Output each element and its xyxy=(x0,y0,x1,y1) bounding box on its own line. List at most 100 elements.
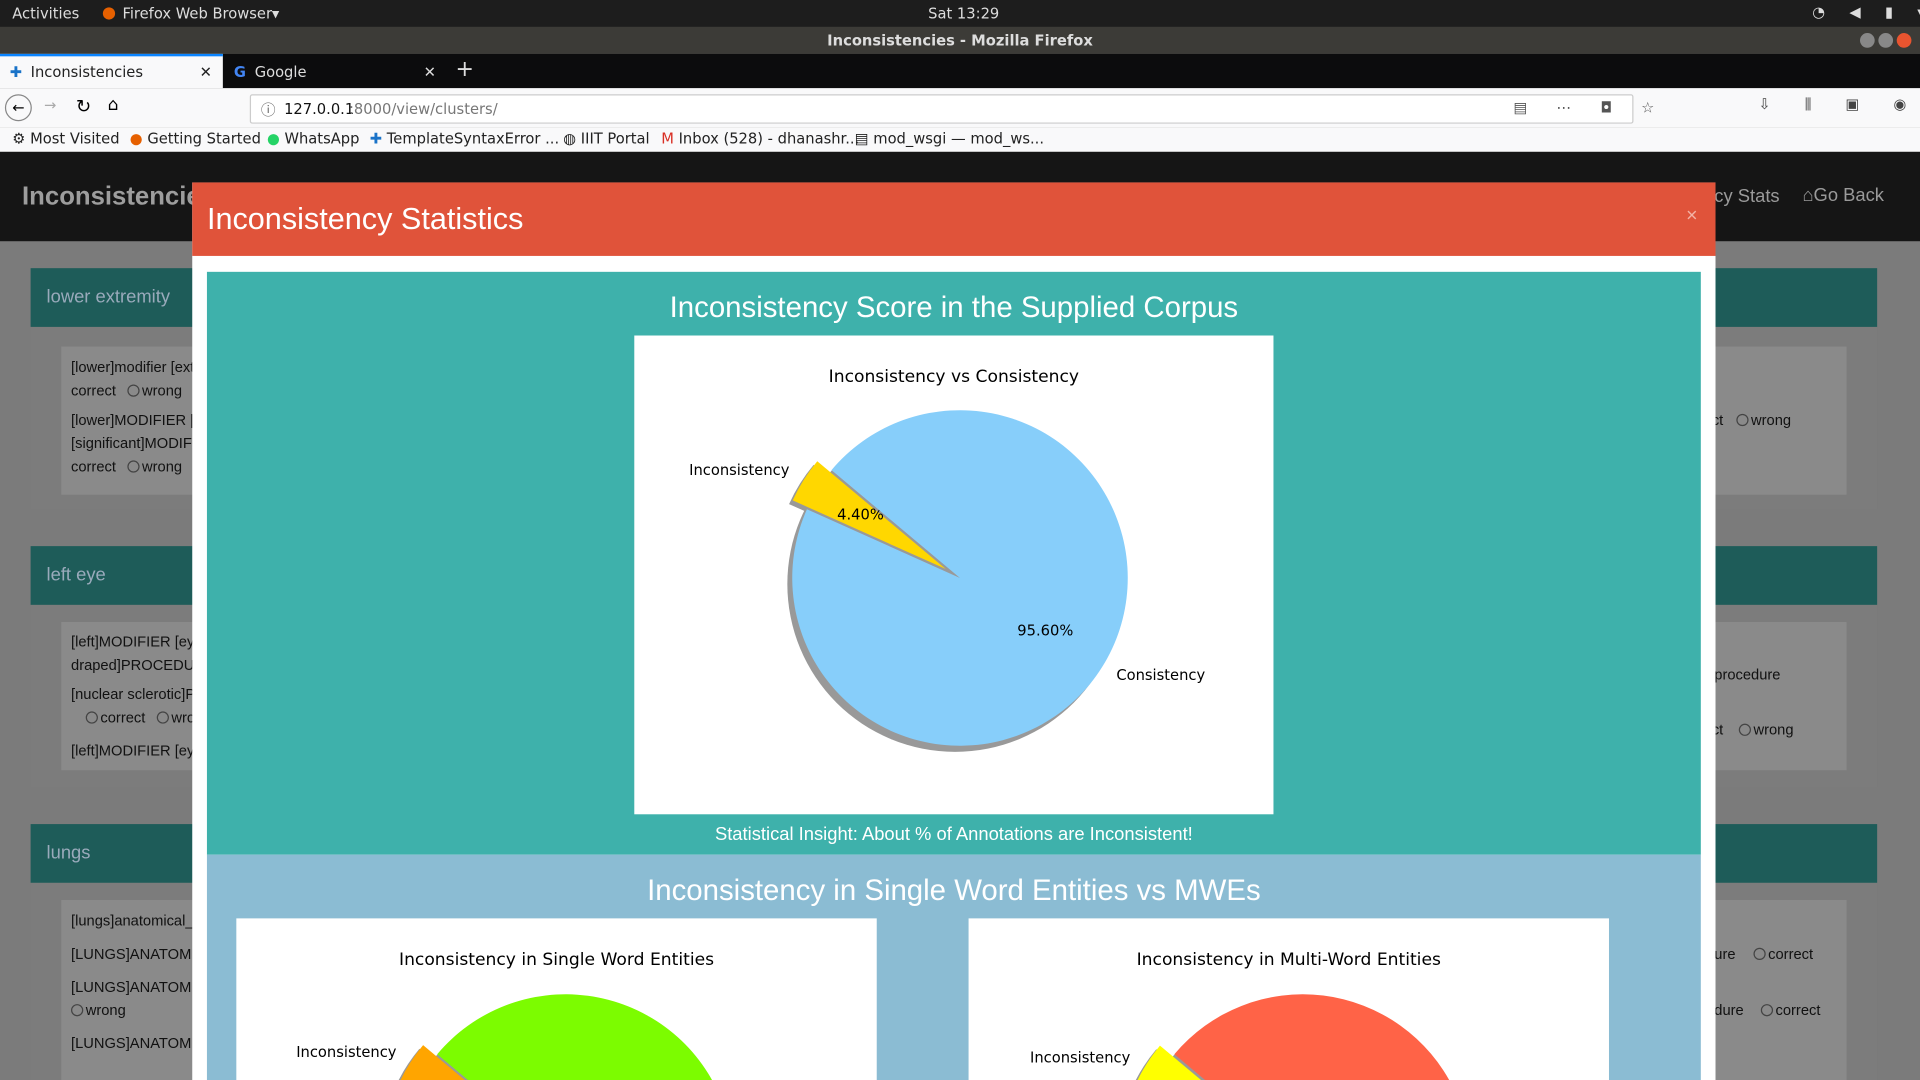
back-button[interactable]: ← xyxy=(4,94,32,122)
tab[interactable]: G Google ✕ xyxy=(224,56,447,88)
clock[interactable]: Sat 13:29 xyxy=(928,4,1000,23)
bookmark-label: mod_wsgi — mod_ws... xyxy=(873,129,1045,147)
brand[interactable]: Inconsistencie xyxy=(22,182,201,211)
radio-label[interactable]: ct xyxy=(1711,721,1724,739)
app-menu[interactable]: Firefox Web Browser xyxy=(122,4,273,23)
radio-label[interactable]: wro xyxy=(156,708,196,727)
bookmarks-bar: ⚙ Most Visited ● Getting Started ● Whats… xyxy=(0,127,1920,154)
tab-label: Google xyxy=(254,63,307,81)
tab-active[interactable]: ✚ Inconsistencies ✕ xyxy=(0,53,223,89)
toolbar-icons[interactable]: ⇩ ⫼ ▣ ◉ ☰ xyxy=(1758,95,1920,113)
tab-close[interactable]: ✕ xyxy=(199,63,212,81)
maximize[interactable] xyxy=(1878,33,1894,48)
radio-label[interactable]: wrong xyxy=(71,1002,126,1019)
entity-section: Inconsistency in Single Word Entities vs… xyxy=(206,854,1701,1080)
url-path: :8000/view/clusters/ xyxy=(348,100,498,118)
annotation: [nuclear sclerotic]P xyxy=(71,685,196,703)
bookmark-label: Inbox (528) - dhanashr... xyxy=(678,129,860,147)
bookmark-label: TemplateSyntaxError ... xyxy=(386,129,560,147)
modal-close[interactable]: × xyxy=(1686,205,1698,227)
chart-card: Inconsistency vs Consistency Inconsistenc… xyxy=(634,335,1274,815)
section-title: Inconsistency in Single Word Entities vs… xyxy=(647,874,1261,908)
section-title: Inconsistency Score in the Supplied Corp… xyxy=(669,291,1239,325)
minimize[interactable] xyxy=(1860,33,1875,48)
annotation: dure xyxy=(1714,1001,1744,1019)
radio-label[interactable]: correct xyxy=(1753,945,1813,962)
home-button[interactable]: ⌂ xyxy=(107,95,119,116)
tab-close[interactable]: ✕ xyxy=(423,63,436,81)
insight: Statistical Insight: About % of Annotati… xyxy=(714,824,1193,845)
radio-text: correct xyxy=(1775,1001,1821,1019)
activities[interactable]: Activities xyxy=(12,4,80,23)
chart-title: Inconsistency in Single Word Entities xyxy=(399,950,714,970)
url-host: 127.0.0.1 xyxy=(284,100,355,118)
pie-chart: Inconsistency in Single Word Entities Inc… xyxy=(296,950,714,1080)
title-bar: Inconsistencies - Mozilla Firefox xyxy=(0,26,1920,54)
url-actions[interactable]: ▤ ⋯ ◘ ☆ xyxy=(1513,99,1667,117)
pie-slice xyxy=(792,461,946,570)
bookmark-label: Most Visited xyxy=(30,129,120,147)
bookmark[interactable]: ✚ TemplateSyntaxError ... xyxy=(369,129,560,147)
radio-label[interactable]: wrong xyxy=(1738,721,1794,739)
pie-chart: Inconsistency vs Consistency Inconsistenc… xyxy=(689,367,1205,752)
pie-slice xyxy=(400,1045,465,1080)
slice-label: Inconsistency xyxy=(689,462,790,479)
close-window[interactable] xyxy=(1896,33,1912,48)
pie-slice xyxy=(1137,1045,1202,1080)
radio-label[interactable]: wrong xyxy=(127,382,182,399)
annotation: [left]MODIFIER [eye xyxy=(71,742,203,760)
annotation: [LUNGS]ANATOMI xyxy=(71,1034,196,1052)
radio-label[interactable]: wrong xyxy=(127,458,182,475)
chart-title: Inconsistency vs Consistency xyxy=(829,367,1079,387)
radio-text: correct xyxy=(1768,945,1814,963)
status-icons[interactable]: ◔ ◀ ▮ ▾ xyxy=(1812,3,1920,21)
url-bar[interactable]: ⓘ 127.0.0.1 :8000/view/clusters/ ▤ ⋯ ◘ ☆ xyxy=(249,94,1654,124)
annotation: [LUNGS]ANATOMI xyxy=(71,945,196,963)
pie-slice xyxy=(792,410,1128,746)
annotation: [LUNGS]ANATOMI xyxy=(71,978,196,996)
radio-label[interactable]: ct xyxy=(1711,411,1724,429)
forward-button[interactable]: → xyxy=(44,96,57,114)
annotation: [lungs]anatomical_s xyxy=(71,912,201,930)
annotation: [significant]MODIFI xyxy=(71,434,196,452)
pie-slice xyxy=(437,994,712,1080)
bookmark-label: WhatsApp xyxy=(284,129,360,147)
back-link[interactable]: ⌂Go Back xyxy=(1802,184,1884,206)
bookmark[interactable]: ⚙ Most Visited xyxy=(12,129,120,147)
annotation: ure xyxy=(1714,945,1736,963)
stats-link[interactable]: cy Stats xyxy=(1714,186,1780,207)
bookmark[interactable]: ● Getting Started xyxy=(129,129,261,147)
annotation: g]procedure xyxy=(1702,666,1781,684)
info-icon: ⓘ xyxy=(260,101,276,119)
radio-text: wrong xyxy=(1751,411,1792,429)
bookmark[interactable]: ● WhatsApp xyxy=(266,129,360,147)
pie-slice xyxy=(1174,994,1450,1080)
radio-text: wrong xyxy=(1753,721,1794,739)
modal-title: Inconsistency Statistics xyxy=(206,202,524,237)
tab-icon: ✚ xyxy=(9,63,23,81)
reload-button[interactable]: ↻ xyxy=(75,95,92,118)
chart-card: Inconsistency in Multi-Word Entities Inco… xyxy=(968,918,1609,1080)
tab-bar xyxy=(0,53,1920,89)
annotation: [left]MODIFIER [eye xyxy=(71,633,203,651)
chart-title: Inconsistency in Multi-Word Entities xyxy=(1137,950,1441,970)
bookmark[interactable]: M Inbox (528) - dhanashr... xyxy=(661,129,860,147)
bookmark[interactable]: ◍ IIIT Portal xyxy=(563,129,650,147)
annotation: [lower]modifier [ext xyxy=(71,358,195,376)
radio-label[interactable]: wrong xyxy=(1736,411,1792,429)
radio-label[interactable]: correct xyxy=(71,457,116,476)
tab-icon: G xyxy=(233,63,246,81)
radio-label[interactable]: correct xyxy=(71,382,116,400)
radio-text: wro xyxy=(171,708,196,727)
radio-label[interactable]: correct xyxy=(85,709,145,726)
radio-text: wrong xyxy=(142,382,183,400)
slice-value-label: 4.40% xyxy=(837,507,884,524)
bookmark[interactable]: ▤ mod_wsgi — mod_ws... xyxy=(854,129,1045,147)
radio-text: wrong xyxy=(85,1001,126,1019)
overall-section: Inconsistency Score in the Supplied Corp… xyxy=(206,271,1701,855)
bookmark-label: Getting Started xyxy=(147,129,261,147)
new-tab[interactable]: + xyxy=(455,56,474,83)
radio-label[interactable]: correct xyxy=(1760,1001,1821,1019)
